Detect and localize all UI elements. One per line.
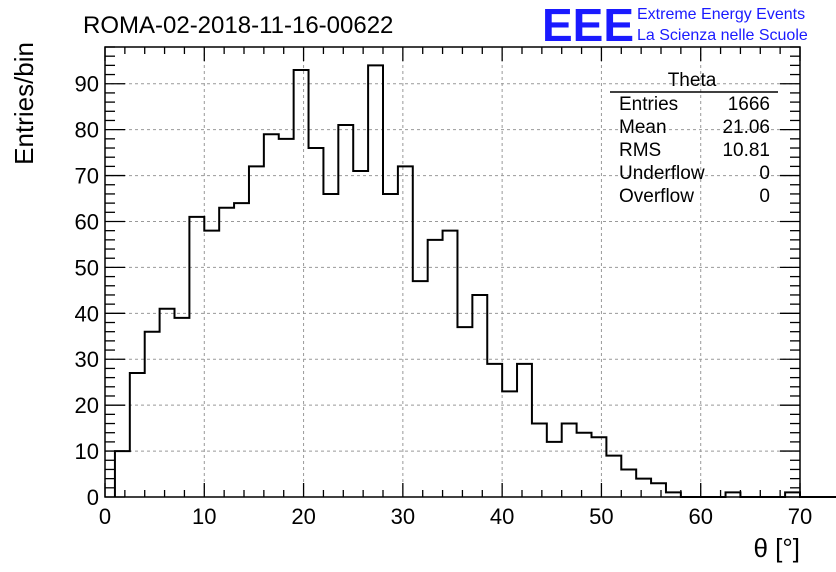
x-tick-label: 0	[99, 504, 111, 529]
x-tick-label: 40	[490, 504, 514, 529]
axis-ticks	[104, 46, 801, 498]
stats-value: 21.06	[722, 117, 770, 138]
stats-value: 0	[759, 163, 770, 184]
y-tick-label: 30	[75, 347, 99, 372]
stats-value: 0	[759, 186, 770, 207]
stats-rows: Entries 1666 Mean 21.06 RMS 10.81 Underflow 0 Ov…	[619, 94, 770, 207]
stats-label: Mean	[619, 117, 667, 138]
logo-mark: EEE	[542, 0, 634, 51]
logo-line-2: La Scienza nelle Scuole	[637, 27, 808, 44]
tick-labels: 0 10 20 30 40 50 60 70 0 10 20 30 40 50 60 70 80 90	[75, 72, 813, 529]
y-tick-label: 0	[87, 485, 99, 510]
stats-value: 1666	[728, 94, 770, 115]
x-tick-label: 70	[788, 504, 812, 529]
stats-label: RMS	[619, 140, 661, 161]
x-tick-label: 60	[688, 504, 712, 529]
y-tick-label: 10	[75, 439, 99, 464]
stats-label: Overflow	[619, 186, 694, 207]
stats-box: Theta Entries 1666 Mean 21.06 RMS 10.81 Underf…	[610, 70, 778, 207]
y-tick-label: 20	[75, 393, 99, 418]
x-axis-title: θ [°]	[753, 533, 800, 563]
x-tick-label: 10	[192, 504, 216, 529]
x-tick-label: 30	[391, 504, 415, 529]
eee-logo: EEE Extreme Energy Events La Scienza nel…	[542, 0, 808, 51]
stats-label: Entries	[619, 94, 678, 115]
stats-value: 10.81	[722, 140, 770, 161]
y-axis-title: Entries/bin	[9, 42, 39, 165]
y-tick-label: 50	[75, 255, 99, 280]
stats-label: Underflow	[619, 163, 705, 184]
stats-name: Theta	[668, 70, 717, 91]
y-tick-label: 40	[75, 301, 99, 326]
y-tick-label: 60	[75, 209, 99, 234]
x-tick-label: 50	[589, 504, 613, 529]
x-tick-label: 20	[291, 504, 315, 529]
y-tick-label: 90	[75, 72, 99, 97]
run-title: ROMA-02-2018-11-16-00622	[83, 12, 393, 39]
logo-line-1: Extreme Energy Events	[637, 6, 805, 23]
y-tick-label: 80	[75, 118, 99, 143]
grid	[105, 47, 800, 497]
y-tick-label: 70	[75, 164, 99, 189]
plot-frame	[104, 46, 801, 498]
